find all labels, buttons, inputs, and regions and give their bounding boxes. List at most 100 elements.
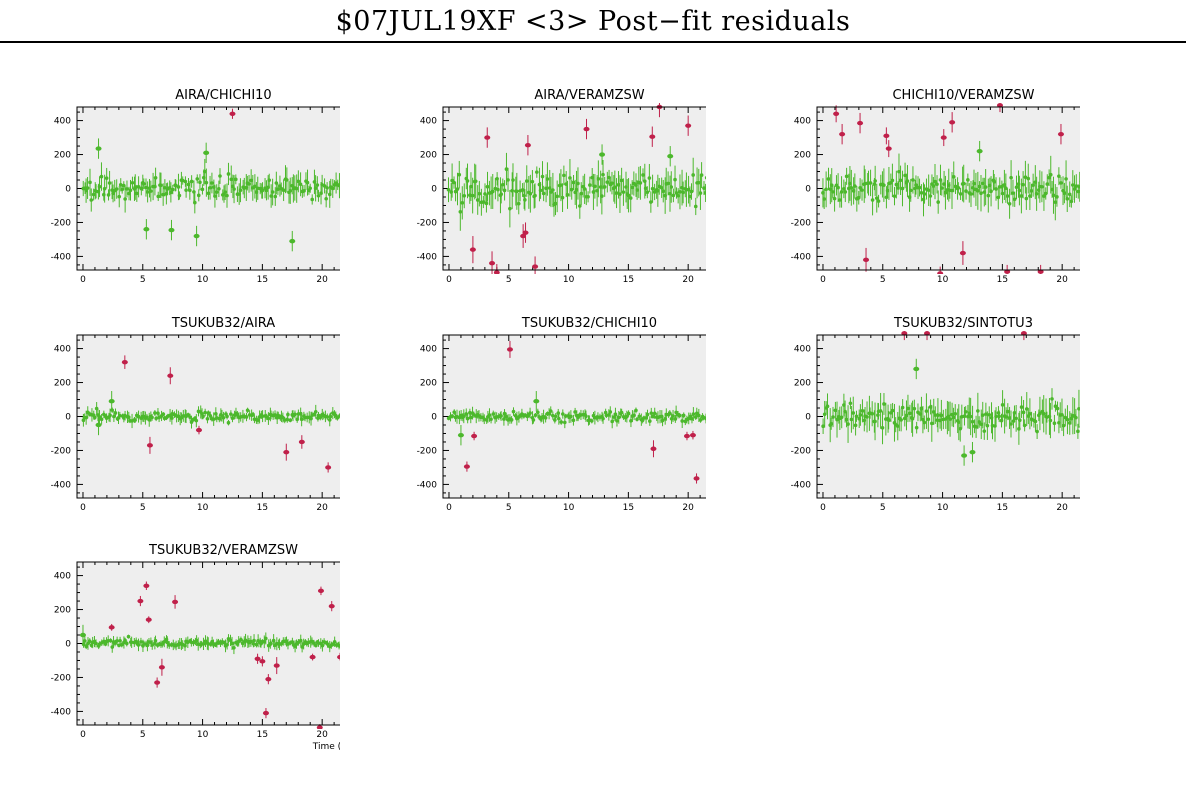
data-point bbox=[621, 190, 626, 194]
data-point bbox=[911, 178, 915, 182]
y-tick-label: -400 bbox=[51, 252, 72, 262]
y-tick-label: -400 bbox=[417, 480, 438, 490]
data-point bbox=[898, 178, 903, 183]
data-point bbox=[678, 190, 682, 194]
data-point bbox=[652, 411, 657, 416]
data-point bbox=[895, 424, 900, 428]
data-point bbox=[698, 191, 703, 195]
data-point bbox=[831, 190, 835, 194]
data-point bbox=[613, 412, 618, 416]
data-point bbox=[994, 414, 998, 419]
data-point bbox=[455, 187, 460, 191]
data-point bbox=[613, 185, 617, 189]
data-point bbox=[159, 183, 163, 188]
data-point bbox=[933, 179, 937, 184]
data-point bbox=[1004, 186, 1008, 191]
data-point bbox=[648, 419, 652, 423]
data-point bbox=[616, 183, 621, 187]
data-point bbox=[186, 412, 190, 417]
data-point bbox=[586, 195, 590, 199]
x-tick-label: 5 bbox=[506, 503, 512, 510]
data-point bbox=[1005, 194, 1010, 198]
data-point bbox=[153, 411, 157, 415]
data-point bbox=[202, 169, 207, 174]
data-point bbox=[958, 192, 963, 196]
data-point bbox=[457, 172, 462, 177]
data-point bbox=[315, 183, 320, 187]
outlier-point bbox=[108, 625, 115, 630]
x-tick-label: 20 bbox=[316, 275, 328, 282]
x-tick-label: 10 bbox=[563, 275, 575, 282]
data-point bbox=[1040, 184, 1044, 189]
data-point bbox=[576, 181, 580, 186]
data-point bbox=[288, 418, 293, 423]
data-point bbox=[980, 413, 985, 417]
data-point bbox=[119, 643, 124, 647]
data-point bbox=[320, 643, 325, 648]
data-point bbox=[206, 411, 211, 415]
data-point bbox=[605, 180, 610, 184]
data-point bbox=[169, 190, 173, 195]
data-point bbox=[1021, 410, 1026, 415]
data-point bbox=[696, 180, 701, 185]
data-point bbox=[535, 170, 539, 174]
data-point bbox=[929, 421, 934, 426]
series-residuals bbox=[81, 355, 340, 473]
data-point bbox=[530, 179, 535, 184]
y-tick-label: 200 bbox=[794, 151, 811, 161]
data-point bbox=[905, 179, 910, 183]
data-point bbox=[176, 185, 181, 189]
data-point bbox=[450, 414, 454, 419]
data-point bbox=[705, 415, 706, 419]
data-point bbox=[870, 411, 874, 416]
data-point bbox=[252, 638, 256, 643]
data-point bbox=[601, 416, 605, 421]
y-tick-label: 200 bbox=[54, 606, 71, 616]
data-point bbox=[483, 192, 487, 196]
data-point bbox=[894, 182, 899, 187]
data-point bbox=[1014, 416, 1018, 421]
data-point bbox=[203, 150, 210, 156]
data-point bbox=[910, 416, 915, 421]
data-point bbox=[114, 187, 119, 191]
x-tick-label: 0 bbox=[80, 275, 86, 282]
data-point bbox=[1061, 423, 1066, 428]
data-point bbox=[112, 414, 116, 419]
data-point bbox=[1048, 172, 1053, 177]
data-point bbox=[170, 187, 175, 192]
data-point bbox=[502, 411, 507, 416]
data-point bbox=[839, 415, 844, 420]
data-point bbox=[1048, 418, 1053, 423]
data-point bbox=[339, 644, 340, 648]
data-point bbox=[97, 184, 102, 189]
data-point bbox=[322, 184, 327, 188]
data-point bbox=[822, 197, 826, 201]
x-tick-label: 0 bbox=[446, 275, 452, 282]
data-point bbox=[1024, 407, 1029, 411]
data-point bbox=[217, 187, 221, 191]
data-point bbox=[305, 180, 310, 185]
data-point bbox=[308, 186, 312, 191]
data-point bbox=[1077, 406, 1080, 411]
panel-tsukub32-veramzsw: TSUKUB32/VERAMZSW 0 5 10 15 20 -400 -200 0 200 400… bbox=[40, 537, 340, 757]
data-point bbox=[136, 185, 141, 189]
data-point bbox=[619, 178, 624, 183]
outlier-point bbox=[857, 120, 864, 126]
data-point bbox=[963, 409, 968, 414]
data-point bbox=[680, 419, 684, 423]
data-point bbox=[154, 416, 158, 421]
data-point bbox=[195, 177, 200, 181]
data-point bbox=[298, 182, 303, 187]
data-point bbox=[644, 416, 648, 420]
series-residuals bbox=[446, 340, 706, 484]
data-point bbox=[600, 194, 604, 198]
x-tick-label: 5 bbox=[140, 730, 146, 740]
data-point bbox=[547, 411, 551, 416]
data-point bbox=[560, 195, 565, 200]
data-point bbox=[826, 177, 831, 181]
data-point bbox=[1053, 200, 1058, 204]
data-point bbox=[204, 180, 209, 185]
data-point bbox=[543, 416, 548, 420]
series-residuals bbox=[446, 103, 706, 274]
outlier-point bbox=[469, 247, 476, 252]
